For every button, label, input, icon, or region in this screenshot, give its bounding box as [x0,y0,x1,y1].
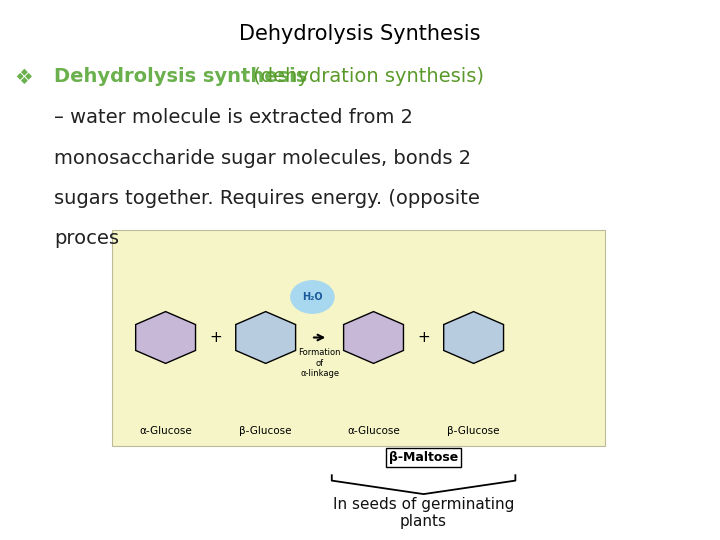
Text: sugars together. Requires energy. (opposite: sugars together. Requires energy. (oppos… [54,189,480,208]
FancyBboxPatch shape [112,230,605,446]
Polygon shape [235,312,296,363]
Text: α-Glucose: α-Glucose [139,426,192,436]
Text: +: + [210,330,222,345]
Text: In seeds of germinating
plants: In seeds of germinating plants [333,497,514,529]
Text: β-Glucose: β-Glucose [447,426,500,436]
Text: Formation
of
α-linkage: Formation of α-linkage [298,348,341,378]
Text: (dehydration synthesis): (dehydration synthesis) [247,68,484,86]
Text: proces: proces [54,230,119,248]
Text: ❖: ❖ [14,68,33,87]
Text: – water molecule is extracted from 2: – water molecule is extracted from 2 [54,108,413,127]
Text: H₂O: H₂O [302,292,323,302]
Circle shape [291,281,334,313]
Polygon shape [135,312,196,363]
Text: β-Maltose: β-Maltose [389,451,458,464]
Polygon shape [343,312,403,363]
Text: monosaccharide sugar molecules, bonds 2: monosaccharide sugar molecules, bonds 2 [54,148,471,167]
Polygon shape [444,312,503,363]
Text: +: + [417,330,430,345]
Text: Dehydrolysis Synthesis: Dehydrolysis Synthesis [239,24,481,44]
Text: β-Glucose: β-Glucose [240,426,292,436]
Text: α-Glucose: α-Glucose [347,426,400,436]
Text: Dehydrolysis synthesis: Dehydrolysis synthesis [54,68,307,86]
